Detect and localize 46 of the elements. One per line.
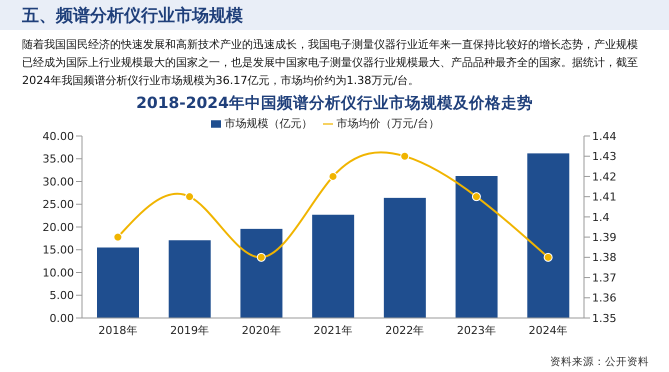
y2-tick-label: 1.43 bbox=[592, 150, 616, 164]
y-tick-label: 15.00 bbox=[42, 244, 74, 257]
point bbox=[400, 152, 410, 161]
chart-title: 2018-2024年中国频谱分析仪行业市场规模及价格走势 bbox=[135, 93, 534, 114]
y2-tick-label: 1.42 bbox=[592, 170, 616, 184]
point bbox=[328, 172, 338, 181]
y2-tick-label: 1.4 bbox=[592, 210, 610, 224]
bar bbox=[456, 176, 498, 318]
y-tick-label: 25.00 bbox=[42, 198, 74, 212]
x-tick-label: 2024年 bbox=[528, 324, 568, 337]
bar bbox=[312, 214, 354, 318]
bar bbox=[240, 228, 282, 318]
bar bbox=[384, 198, 426, 318]
x-tick-label: 2023年 bbox=[456, 324, 496, 337]
y-tick-label: 35.00 bbox=[42, 152, 74, 166]
y2-tick-label: 1.37 bbox=[592, 271, 616, 284]
x-tick-label: 2021年 bbox=[314, 324, 352, 337]
y2-tick-label: 1.44 bbox=[592, 130, 616, 143]
y-tick-label: 0.00 bbox=[50, 312, 74, 325]
legend-label: 市场均价（万元/台） bbox=[336, 117, 440, 130]
y-tick-label: 40.00 bbox=[42, 130, 74, 143]
point bbox=[472, 192, 481, 202]
x-tick-label: 2018年 bbox=[98, 324, 138, 337]
text: 资料来源：公开资料 bbox=[550, 355, 649, 369]
y2-tick-label: 1.39 bbox=[592, 231, 616, 244]
x-tick-label: 2019年 bbox=[170, 324, 210, 337]
x-tick-label: 2020年 bbox=[242, 324, 281, 337]
y-tick-label: 5.00 bbox=[50, 289, 74, 302]
bar bbox=[527, 153, 570, 318]
point bbox=[113, 232, 122, 242]
y-tick-label: 20.00 bbox=[42, 220, 74, 234]
chart-subtitle: 随着我国国民经济的快速发展和高新技术产业的迅速成长，我国电子测量仪器行业近年来一直保持比较好的增长态势，产业规模已经成为国际上行业规模最大的国家之一，也是发展中国家电子测量仪器行业规模最大、产品品种最齐全的国家。据统计，截至2024年我国频谱分析仪行业市场规模为36.17亿元，市场均价约为1.38万元/台。 bbox=[22, 37, 639, 89]
y2-tick-label: 1.35 bbox=[592, 312, 616, 325]
text: 五、频谱分析仪行业市场规模 bbox=[0, 0, 669, 30]
y2-tick-label: 1.36 bbox=[592, 292, 616, 305]
point bbox=[185, 192, 194, 202]
y2-tick-label: 1.38 bbox=[592, 251, 616, 264]
legend-label: 市场规模（亿元） bbox=[224, 117, 313, 130]
bar bbox=[168, 240, 211, 318]
y2-tick-label: 1.41 bbox=[592, 190, 616, 204]
y-tick-label: 30.00 bbox=[42, 175, 74, 188]
x-tick-label: 2022年 bbox=[385, 324, 424, 337]
bar bbox=[97, 247, 139, 318]
point bbox=[256, 252, 266, 262]
point bbox=[544, 252, 553, 262]
y-tick-label: 10.00 bbox=[42, 266, 74, 280]
